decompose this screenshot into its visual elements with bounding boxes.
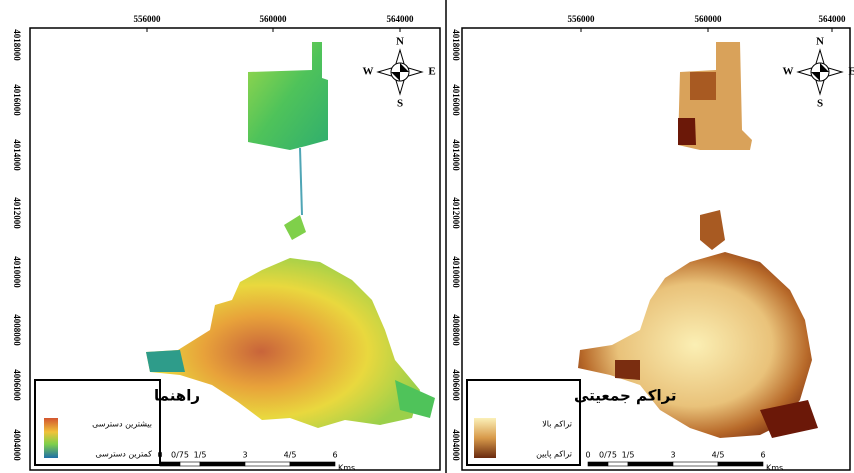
x-tick-label: 564000: [387, 14, 415, 24]
legend-label: تراکم پایین: [536, 450, 572, 459]
scale-label: 0/75: [171, 451, 189, 460]
scale-label: 6: [332, 451, 337, 460]
scale-label: 0: [157, 451, 162, 460]
y-tick-label: 4006000: [451, 369, 461, 401]
scale-segment: [159, 461, 181, 467]
map-frame: [29, 27, 441, 471]
scale-segment: [627, 461, 674, 467]
scale-segment: [607, 461, 629, 467]
y-tick-label: 4008000: [451, 314, 461, 346]
scale-label: 4/5: [284, 451, 297, 460]
legend-label: کمترین دسترسی: [95, 450, 152, 459]
y-tick-label: 4016000: [12, 84, 22, 116]
scale-label: 4/5: [712, 451, 725, 460]
density-map: [578, 42, 818, 438]
y-tick-label: 4014000: [12, 139, 22, 171]
compass-s: S: [817, 98, 823, 110]
scale-segment: [244, 461, 291, 467]
scale-unit: Kms: [766, 464, 783, 473]
y-tick-label: 4004000: [451, 429, 461, 461]
compass-e: E: [428, 66, 435, 78]
legend-label: تراکم بالا: [542, 420, 572, 429]
y-tick-label: 4010000: [12, 256, 22, 288]
x-tick-label: 556000: [568, 14, 596, 24]
compass-w: W: [363, 66, 374, 78]
scale-segment: [179, 461, 201, 467]
compass-fill: [391, 63, 409, 81]
legend-title: تراکم جمعیتی: [574, 387, 677, 405]
compass-s: S: [397, 98, 403, 110]
compass-e: E: [848, 66, 854, 78]
compass-w: W: [783, 66, 794, 78]
legend-ramp: [474, 418, 496, 458]
y-tick-label: 4008000: [12, 314, 22, 346]
legend-title: راهنما: [154, 387, 200, 405]
scale-unit: Kms: [338, 464, 355, 473]
x-tick-label: 560000: [260, 14, 288, 24]
y-tick-label: 4004000: [12, 429, 22, 461]
legend-label: بیشترین دسترسی: [92, 420, 152, 429]
scale-segment: [672, 461, 719, 467]
y-tick-label: 4006000: [12, 369, 22, 401]
y-tick-label: 4018000: [451, 29, 461, 61]
scale-label: 1/5: [622, 451, 635, 460]
compass-n: N: [816, 36, 824, 48]
scale-segment: [717, 461, 764, 467]
legend-ramp: [44, 418, 58, 458]
map-frame: [461, 27, 851, 471]
y-tick-label: 4018000: [12, 29, 22, 61]
y-tick-label: 4014000: [451, 139, 461, 171]
scale-label: 3: [670, 451, 675, 460]
scale-label: 1/5: [194, 451, 207, 460]
x-tick-label: 556000: [134, 14, 162, 24]
scale-label: 0: [585, 451, 590, 460]
compass-n: N: [396, 36, 404, 48]
scale-label: 3: [242, 451, 247, 460]
scale-segment: [199, 461, 246, 467]
x-tick-label: 560000: [695, 14, 723, 24]
scale-label: 0/75: [599, 451, 617, 460]
y-tick-label: 4010000: [451, 256, 461, 288]
scale-segment: [289, 461, 336, 467]
y-tick-label: 4012000: [12, 197, 22, 229]
accessibility-map: [146, 42, 435, 428]
y-tick-label: 4016000: [451, 84, 461, 116]
scale-segment: [587, 461, 609, 467]
compass-fill: [811, 63, 829, 81]
scale-label: 6: [760, 451, 765, 460]
y-tick-label: 4012000: [451, 197, 461, 229]
x-tick-label: 564000: [819, 14, 847, 24]
